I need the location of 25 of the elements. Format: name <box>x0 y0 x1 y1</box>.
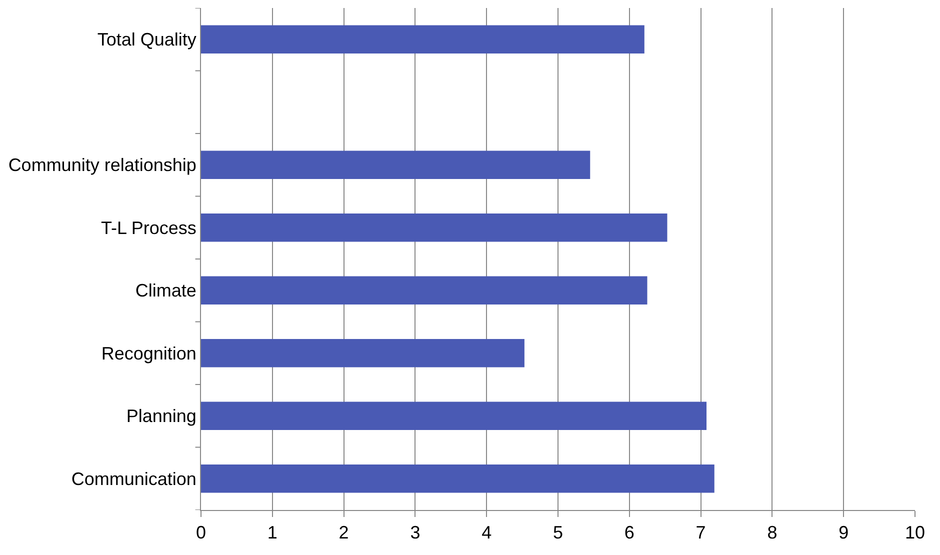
bar <box>201 276 648 304</box>
x-tick-label: 5 <box>552 522 564 543</box>
x-tick-label: 9 <box>838 522 849 543</box>
y-tick-label: Communication <box>71 468 196 489</box>
bar <box>201 464 714 493</box>
y-tick-label: Total Quality <box>97 30 196 50</box>
x-tick-label: 3 <box>410 522 420 543</box>
bar <box>201 402 707 430</box>
y-tick-label: Recognition <box>101 343 196 364</box>
x-tick-label: 2 <box>338 522 349 543</box>
x-tick-label: 0 <box>196 522 206 543</box>
x-tick-label: 6 <box>624 522 634 543</box>
bar <box>201 339 524 368</box>
y-tick-label: Planning <box>126 406 196 426</box>
x-tick-label: 1 <box>267 522 278 543</box>
x-tick-label: 10 <box>904 522 926 543</box>
y-tick-label: T-L Process <box>101 218 196 238</box>
bar <box>201 214 668 242</box>
x-tick-label: 4 <box>482 522 492 543</box>
y-tick-label: Community relationship <box>8 155 196 176</box>
bar <box>201 25 644 54</box>
y-tick-label: Climate <box>135 280 196 301</box>
bar <box>201 150 590 179</box>
x-tick-label: 7 <box>696 522 706 543</box>
x-tick-label: 8 <box>767 522 778 543</box>
